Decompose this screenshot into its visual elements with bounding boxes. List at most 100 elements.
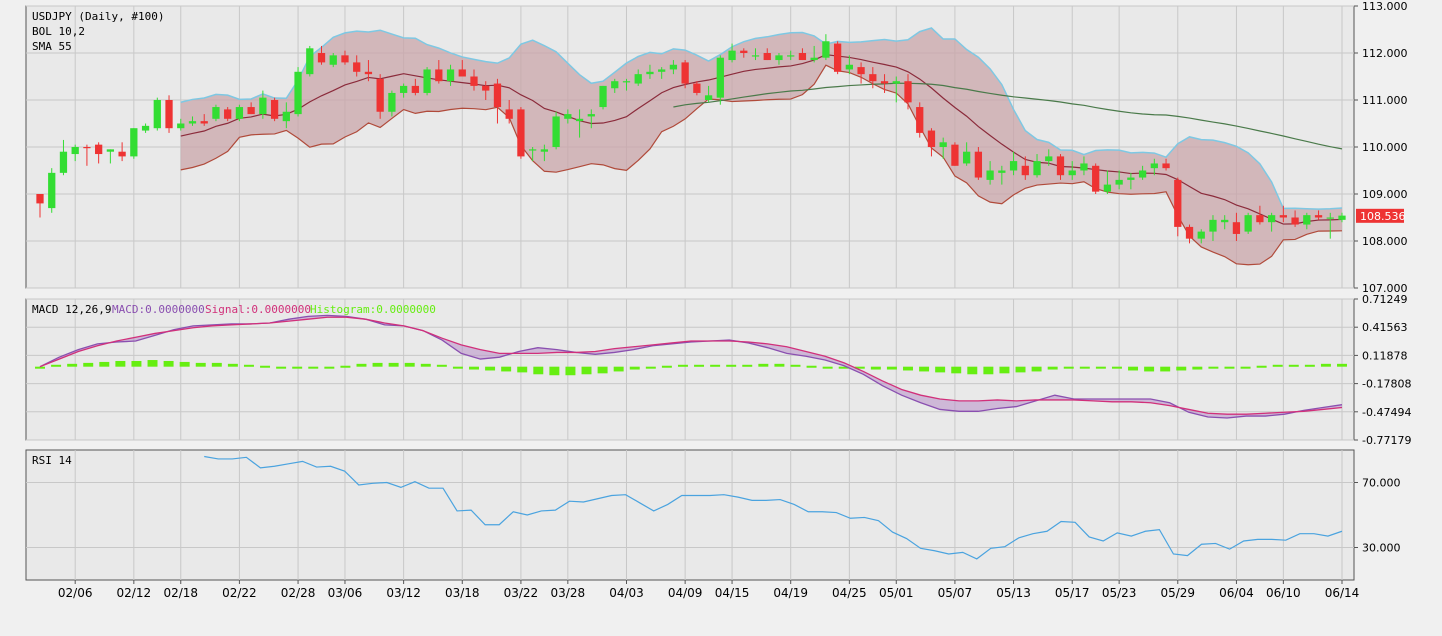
signal-line — [39, 316, 1343, 415]
macd-histogram-bar — [742, 364, 753, 367]
date-tick-label: 05/07 — [938, 586, 973, 600]
macd-histogram-bar — [404, 362, 415, 367]
macd-histogram-bar — [1192, 366, 1203, 370]
date-tick-label: 05/13 — [996, 586, 1031, 600]
candle-body — [1162, 163, 1170, 169]
bollinger-upper-line — [180, 27, 1343, 210]
date-tick-label: 04/25 — [832, 586, 867, 600]
macd-histogram-bar — [1304, 364, 1315, 367]
candle-body — [1068, 170, 1076, 176]
macd-histogram-bar — [613, 366, 624, 372]
candle-body — [517, 109, 525, 157]
macd-histogram-bar — [163, 360, 174, 367]
date-tick-label: 04/03 — [609, 586, 644, 600]
candle-body — [95, 144, 103, 155]
candle-body — [1267, 215, 1276, 223]
candle-body — [411, 85, 419, 93]
candle-body — [1256, 215, 1264, 223]
candle-body — [1244, 215, 1252, 232]
candle-body — [575, 118, 584, 122]
candle-body — [634, 74, 642, 84]
candle-body — [810, 57, 818, 61]
candle-body — [423, 69, 431, 93]
candle-body — [658, 69, 666, 72]
macd-histogram-bar — [629, 366, 640, 370]
macd-value: MACD:0.0000000 — [112, 303, 205, 316]
candle-body — [998, 170, 1006, 173]
macd-plot-area — [35, 314, 1347, 419]
macd-histogram-bar — [469, 366, 479, 370]
candle-body — [118, 151, 126, 157]
candle-body — [1080, 163, 1088, 171]
macd-panel — [25, 298, 1355, 441]
date-tick-label: 05/01 — [879, 586, 914, 600]
candle-body — [951, 144, 959, 166]
macd-histogram-bar — [1320, 363, 1331, 367]
candle-body — [1326, 217, 1334, 219]
macd-histogram-bar — [1015, 366, 1026, 373]
candle-body — [1232, 222, 1241, 234]
candle-body — [916, 107, 924, 133]
macd-histogram-bar — [838, 366, 849, 369]
candle-body — [646, 71, 654, 75]
macd-histogram-bar — [967, 366, 978, 375]
price-plot-area — [36, 27, 1346, 266]
rsi-label: RSI 14 — [32, 454, 72, 467]
date-tick-label: 05/17 — [1055, 586, 1090, 600]
macd-histogram-bar — [372, 362, 383, 367]
date-tick-label: 02/22 — [222, 586, 257, 600]
candle-body — [505, 109, 513, 119]
macd-histogram-bar — [67, 363, 78, 367]
candle-body — [1279, 215, 1287, 218]
macd-histogram-bar — [276, 366, 287, 369]
price-tick-label: 108.000 — [1362, 235, 1408, 248]
macd-tick-label: -0.17808 — [1362, 378, 1411, 391]
date-tick-label: 02/28 — [281, 586, 316, 600]
date-tick-label: 03/22 — [504, 586, 539, 600]
candle-body — [212, 107, 220, 119]
candle-body — [529, 149, 537, 151]
macd-histogram-bar — [195, 362, 206, 367]
date-tick-label: 04/15 — [715, 586, 750, 600]
candle-body — [740, 50, 748, 53]
candle-body — [869, 74, 877, 82]
last-price-tag: 108.536 — [1356, 208, 1406, 223]
macd-tick-label: 0.71249 — [1362, 293, 1408, 306]
macd-histogram-bar — [1176, 366, 1187, 371]
candle-body — [763, 53, 771, 61]
macd-histogram-bar — [581, 366, 592, 375]
candle-body — [1009, 161, 1018, 171]
price-tick-label: 113.000 — [1362, 0, 1408, 13]
macd-histogram-bar — [1288, 364, 1299, 367]
candle-body — [892, 81, 900, 84]
date-tick-label: 05/23 — [1102, 586, 1137, 600]
candle-body — [470, 76, 478, 86]
candle-body — [622, 81, 631, 83]
macd-grid — [26, 298, 1354, 441]
rsi-axis: 70.000 30.000 — [1354, 477, 1401, 555]
candle-body — [446, 69, 455, 82]
candle-body — [106, 149, 115, 152]
candle-body — [704, 95, 713, 100]
macd-histogram-bar — [645, 366, 656, 369]
bollinger-label: BOL 10,2 — [32, 25, 85, 38]
candle-body — [188, 121, 197, 124]
date-tick-label: 06/14 — [1325, 586, 1360, 600]
candle-body — [235, 107, 244, 119]
candle-body — [1045, 156, 1053, 162]
candle-body — [353, 62, 361, 72]
macd-histogram-bar — [661, 365, 672, 368]
candle-body — [1185, 226, 1194, 239]
date-tick-label: 02/18 — [163, 586, 198, 600]
price-tick-label: 112.000 — [1362, 47, 1408, 60]
macd-histogram-bar — [694, 364, 705, 367]
macd-histogram-bar — [260, 365, 271, 368]
candle-body — [798, 53, 807, 61]
macd-histogram-bar — [710, 364, 721, 367]
rsi-grid — [26, 450, 1354, 580]
candle-body — [787, 55, 795, 57]
rsi-line — [204, 455, 1343, 560]
candle-body — [317, 53, 326, 63]
macd-histogram-bar — [1047, 366, 1058, 370]
macd-histogram-bar — [1095, 366, 1106, 369]
